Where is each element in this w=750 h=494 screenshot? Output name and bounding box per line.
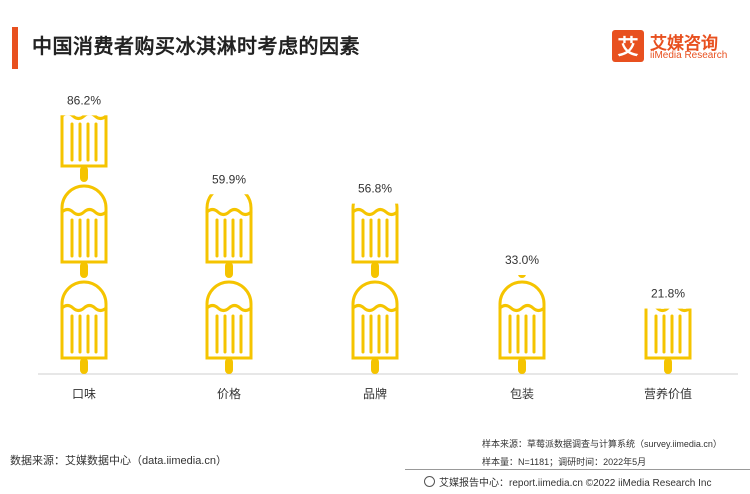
popsicle-bar-chart: 86.2% 口味 59.9% 价格 56.8% 品牌 33.0% 包装 21.8% 营养价值 (38, 93, 738, 401)
logo-name-cn: 艾媒咨询 (650, 34, 718, 53)
data-source: 数据来源：艾媒数据中心（data.iimedia.cn） (10, 455, 227, 467)
copyright-text: 艾媒报告中心：report.iimedia.cn ©2022 iiMedia R… (439, 478, 712, 489)
data-label: 56.8% (358, 182, 392, 196)
brand-logo: 艾 艾媒咨询 iiMedia Research (612, 30, 737, 64)
data-label: 21.8% (651, 287, 685, 301)
popsicle-bar (60, 115, 108, 374)
data-label: 33.0% (505, 253, 539, 267)
popsicle-bar (351, 203, 399, 374)
sample-source: 样本来源：草莓派数据调查与计算系统（survey.iimedia.cn） (482, 439, 722, 449)
x-tick-label: 营养价值 (644, 386, 692, 401)
footer-divider (405, 469, 750, 470)
popsicle-bar (498, 275, 546, 374)
svg-text:艾: 艾 (618, 35, 639, 59)
x-tick-label: 价格 (217, 386, 241, 401)
popsicle-bar (205, 194, 253, 374)
logo-mark-icon: 艾 (612, 30, 644, 62)
page-title: 中国消费者购买冰淇淋时考虑的因素 (32, 36, 360, 58)
title-accent-bar (12, 27, 18, 69)
x-tick-label: 品牌 (363, 387, 387, 401)
data-label: 59.9% (212, 172, 246, 186)
data-label: 86.2% (67, 93, 101, 107)
logo-name-en: iiMedia Research (650, 50, 728, 61)
copyright-line: 艾媒报告中心：report.iimedia.cn ©2022 iiMedia R… (424, 474, 711, 489)
sample-size: 样本量：N=1181；调研时间：2022年5月 (482, 457, 647, 467)
x-tick-label: 包装 (510, 387, 534, 401)
popsicle-bar (644, 308, 692, 374)
globe-icon (424, 476, 435, 487)
x-tick-label: 口味 (72, 387, 96, 401)
